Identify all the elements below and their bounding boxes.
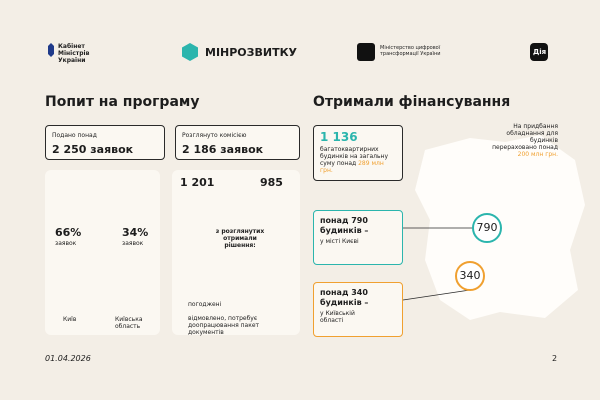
diia-logo [530,43,548,61]
text: На придбання обладнання для будинків пер… [492,123,558,151]
legend-label: Київ [63,316,77,323]
digital-logo [357,43,375,61]
diia-name: Дія [533,48,547,56]
badge-circle [455,261,485,291]
legend-label: відмовлено, потребує доопрацювання пакет… [188,315,260,336]
digital-name: Міністерство цифрової трансформації Укра… [380,45,441,57]
page-number: 2 [552,354,558,363]
donut-center: з розглянутих отримали рішення: [215,228,265,249]
ministry-name: МІНРОЗВИТКУ [205,46,298,59]
stat-box: понад 340 будинків – у Київській області [313,282,403,337]
card [45,170,160,335]
stat-value: 2 250 заявок [52,143,134,156]
stat-text: багатоквартирних будинків на загальну су… [320,146,398,174]
stat-text: у місті Києві [320,238,359,245]
footer-date: 01.04.2026 [45,354,91,363]
stat-value: понад 340 будинків – [320,288,369,307]
stat-label: Розглянуто комісією [182,132,247,139]
badge: 340 [459,269,481,282]
stat-box: 1 136 багатоквартирних будинків на загал… [313,125,403,181]
stat-value: 1 136 [320,130,358,144]
section-title: Попит на програму [45,94,200,110]
badge-circle [472,213,502,243]
unit-label: заявок [122,240,144,247]
stat-value: понад 790 будинків – [320,216,369,235]
badge: 790 [476,221,498,234]
coat-of-arms [48,43,54,57]
card [172,170,300,335]
legend-label: Київська область [115,316,143,330]
cabinet-name: Кабінет Міністрів України [58,43,90,64]
equipment-note: На придбання обладнання для будинків пер… [490,123,558,158]
donut-label: 1 201 [180,176,215,189]
percent-label: 34% [122,226,149,239]
amount: 200 млн грн. [517,151,558,158]
stat-value: 2 186 заявок [182,143,264,156]
connector [402,289,471,301]
amount: 289 млн грн. [320,160,384,174]
stat-box: Подано понад 2 250 заявок [45,125,165,160]
ministry-logo [182,43,198,61]
stat-text: у Київській області [320,310,355,324]
stat-label: Подано понад [52,132,97,139]
unit-label: заявок [55,240,77,247]
section-title: Отримали фінансування [313,94,511,110]
donut-label: 985 [260,176,283,189]
stat-box: Розглянуто комісією 2 186 заявок [175,125,300,160]
stat-box: понад 790 будинків – у місті Києві [313,210,403,265]
percent-label: 66% [55,226,82,239]
legend-label: погоджені [188,301,222,308]
text: багатоквартирних будинків на загальну су… [320,146,389,167]
